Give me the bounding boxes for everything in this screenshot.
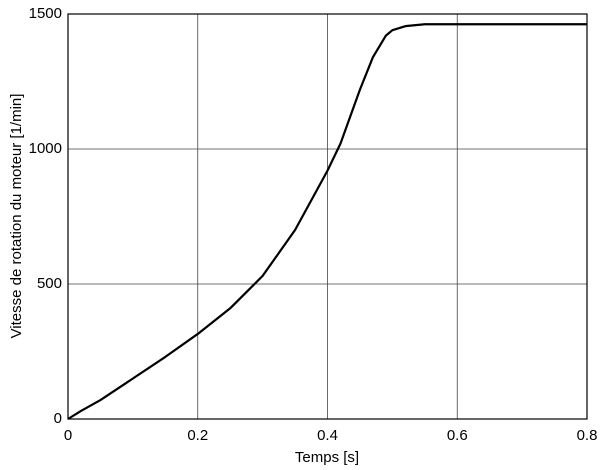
x-tick-label: 0.8 [577, 427, 598, 444]
y-axis-label: Vitesse de rotation du moteur [1/min] [8, 94, 25, 339]
x-tick-label: 0.4 [317, 427, 338, 444]
x-axis-label: Temps [s] [295, 449, 359, 466]
y-tick-label: 1500 [29, 5, 62, 22]
plot-frame [67, 13, 588, 420]
line [67, 23, 587, 420]
y-tick-label: 500 [37, 275, 62, 292]
y-tick-label: 0 [54, 410, 62, 427]
x-tick-label: 0.2 [187, 427, 208, 444]
x-tick-label: 0.6 [447, 427, 468, 444]
x-tick-label: 0 [64, 427, 72, 444]
y-tick-label: 1000 [29, 140, 62, 157]
